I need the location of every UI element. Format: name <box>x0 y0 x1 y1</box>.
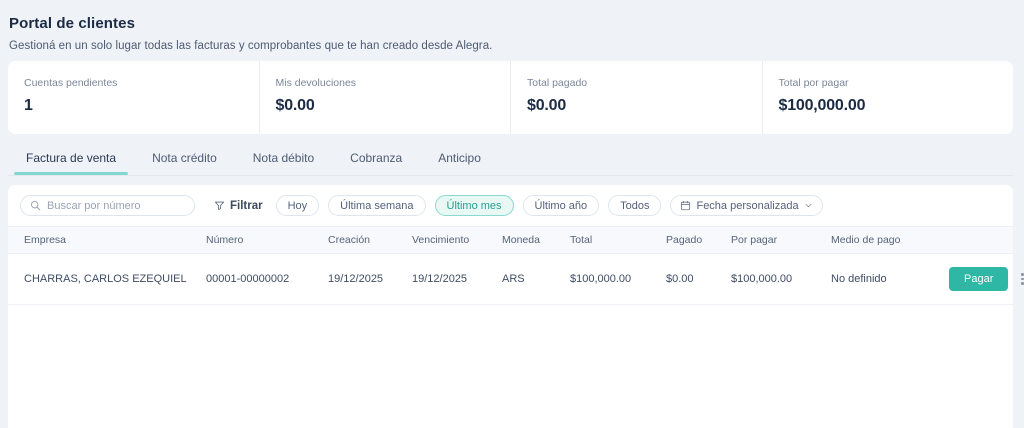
chip-hoy[interactable]: Hoy <box>275 195 320 216</box>
column-header-moneda[interactable]: Moneda <box>502 226 570 254</box>
column-header-numero[interactable]: Número <box>206 226 328 254</box>
calendar-icon <box>680 200 691 211</box>
filter-label: Filtrar <box>230 199 263 212</box>
stat-label: Cuentas pendientes <box>24 77 118 89</box>
cell-por-pagar: $100,000.00 <box>731 253 831 305</box>
table-toolbar: Buscar por número Filtrar Hoy Última sem… <box>8 185 1013 226</box>
column-header-empresa[interactable]: Empresa <box>8 226 206 254</box>
table-header-row: Empresa Número Creación Vencimiento Mone… <box>8 226 1013 254</box>
column-header-total[interactable]: Total <box>570 226 666 254</box>
search-placeholder: Buscar por número <box>47 199 141 212</box>
cell-actions: Pagar <box>949 253 1024 305</box>
stat-value: $100,000.00 <box>778 97 866 114</box>
table-body: CHARRAS, CARLOS EZEQUIEL 00001-00000002 … <box>8 253 1024 305</box>
stat-total-por-pagar: Total por pagar $100,000.00 <box>763 61 1014 134</box>
kebab-menu-icon[interactable] <box>1018 271 1024 287</box>
tab-cobranza[interactable]: Cobranza <box>350 151 403 165</box>
stat-mis-devoluciones: Mis devoluciones $0.00 <box>260 61 511 134</box>
cell-creacion: 19/12/2025 <box>328 253 412 305</box>
stat-total-pagado: Total pagado $0.00 <box>511 61 763 134</box>
filter-icon <box>214 200 225 211</box>
tab-anticipo[interactable]: Anticipo <box>438 151 481 165</box>
chip-ultimo-ano[interactable]: Último año <box>522 195 600 216</box>
invoices-table: Empresa Número Creación Vencimiento Mone… <box>8 226 1024 305</box>
stat-value: $0.00 <box>275 97 315 114</box>
chip-fecha-personalizada[interactable]: Fecha personalizada <box>670 195 823 216</box>
cell-vencimiento: 19/12/2025 <box>412 253 502 305</box>
chip-ultima-semana[interactable]: Última semana <box>328 195 426 216</box>
column-header-actions <box>949 226 1013 254</box>
cell-pagado: $0.00 <box>666 253 731 305</box>
chip-ultimo-mes[interactable]: Último mes <box>434 195 514 216</box>
chip-label: Fecha personalizada <box>696 199 799 212</box>
cell-empresa: CHARRAS, CARLOS EZEQUIEL <box>8 253 206 305</box>
invoices-table-card: Buscar por número Filtrar Hoy Última sem… <box>8 185 1024 428</box>
column-header-creacion[interactable]: Creación <box>328 226 412 254</box>
page-title: Portal de clientes <box>9 15 136 32</box>
stat-cuentas-pendientes: Cuentas pendientes 1 <box>8 61 260 134</box>
chip-todos[interactable]: Todos <box>608 195 662 216</box>
cell-total: $100,000.00 <box>570 253 666 305</box>
page-header: Portal de clientes Gestioná en un solo l… <box>0 0 1024 54</box>
column-header-pagado[interactable]: Pagado <box>666 226 731 254</box>
cell-medio-de-pago: No definido <box>831 253 949 305</box>
column-header-por-pagar[interactable]: Por pagar <box>731 226 831 254</box>
filter-button[interactable]: Filtrar <box>214 200 263 212</box>
chevron-down-icon <box>804 201 813 210</box>
tab-nota-debito[interactable]: Nota débito <box>252 151 315 165</box>
stat-label: Total por pagar <box>778 77 849 89</box>
stat-label: Total pagado <box>527 77 588 89</box>
pay-button[interactable]: Pagar <box>949 267 1009 291</box>
stat-label: Mis devoluciones <box>275 77 357 89</box>
cell-moneda: ARS <box>502 253 570 305</box>
table-row[interactable]: CHARRAS, CARLOS EZEQUIEL 00001-00000002 … <box>8 253 1024 305</box>
document-type-tabs: Factura de venta Nota crédito Nota débit… <box>8 147 1013 176</box>
table-header: Empresa Número Creación Vencimiento Mone… <box>8 226 1013 254</box>
column-header-medio-de-pago[interactable]: Medio de pago <box>831 226 949 254</box>
cell-numero: 00001-00000002 <box>206 253 328 305</box>
search-icon <box>30 200 41 211</box>
summary-stats-card: Cuentas pendientes 1 Mis devoluciones $0… <box>8 61 1013 134</box>
tab-factura-de-venta[interactable]: Factura de venta <box>8 147 134 175</box>
page-subtitle: Gestioná en un solo lugar todas las fact… <box>9 40 493 52</box>
column-header-vencimiento[interactable]: Vencimiento <box>412 226 502 254</box>
stat-value: 1 <box>24 97 33 114</box>
tab-nota-credito[interactable]: Nota crédito <box>152 151 217 165</box>
search-input[interactable]: Buscar por número <box>20 195 195 216</box>
stat-value: $0.00 <box>527 97 567 114</box>
